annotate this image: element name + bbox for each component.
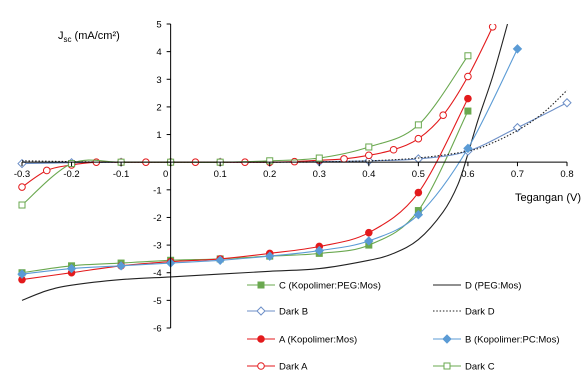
- series-b-point: [17, 269, 27, 279]
- legend-label: Dark B: [279, 307, 308, 318]
- legend-swatch-marker: [257, 281, 265, 289]
- series-a-point: [414, 188, 423, 197]
- series-darkb-point: [562, 98, 572, 108]
- series-darkc-point: [18, 201, 26, 209]
- series-darka-point: [464, 72, 472, 81]
- series-c-point: [464, 107, 472, 115]
- x-tick-label: -0.3: [14, 169, 30, 180]
- legend-label: Dark D: [465, 307, 495, 318]
- series-b-point: [215, 255, 225, 265]
- series-a-line: [21, 98, 469, 281]
- series-b-point: [512, 44, 523, 54]
- series-b: [17, 44, 523, 279]
- axes-layer: [22, 24, 567, 328]
- x-tick-label: 0: [163, 169, 168, 180]
- legend-item: B (Kopolimer:PC:Mos): [433, 334, 560, 346]
- y-tick-label: -1: [153, 185, 161, 196]
- series-darka-point: [389, 145, 398, 154]
- legend-item: C (Kopolimer:PEG:Mos): [247, 281, 381, 292]
- series-b-point: [364, 236, 374, 246]
- series-darkb-point: [512, 122, 523, 133]
- ticks-layer: -0.3 -0.2 -0.1 0 0.1 0.2 0.3 0.4 0.5 0.6 0.7 0.8 -6 -…: [14, 20, 574, 335]
- legend-swatch-marker: [443, 362, 451, 370]
- series-b-point: [413, 209, 424, 220]
- series-b-line: [21, 48, 518, 275]
- x-tick-label: 0.6: [461, 169, 474, 180]
- y-axis-title: Jsc (mA/cm²): [58, 30, 120, 44]
- legend-label: C (Kopolimer:PEG:Mos): [279, 281, 381, 292]
- x-tick-label: 0.7: [511, 169, 524, 180]
- series-darkc-point: [365, 143, 373, 151]
- y-axis-title-unit: (mA/cm²): [72, 30, 120, 42]
- legend-item: Dark A: [247, 362, 308, 373]
- y-tick-label: 5: [156, 20, 161, 31]
- legend-label: D (PEG:Mos): [465, 281, 521, 292]
- series-darka-point: [18, 183, 26, 191]
- legend-label: Dark C: [465, 362, 495, 373]
- legend-item: Dark C: [433, 362, 495, 373]
- series-darka-point: [414, 134, 423, 143]
- y-tick-label: -2: [153, 213, 161, 224]
- y-axis-title-subscript: sc: [64, 35, 72, 44]
- series-b-point: [116, 261, 126, 271]
- legend-swatch-marker: [442, 334, 452, 344]
- series-darka-point: [365, 151, 373, 160]
- series-b-point: [265, 251, 275, 261]
- series-b-point: [463, 143, 473, 154]
- series-darkc-point: [315, 154, 323, 162]
- y-tick-label: 2: [156, 102, 161, 113]
- legend-swatch-marker: [256, 306, 266, 316]
- series-darkc-point: [464, 52, 472, 60]
- y-tick-label: -5: [153, 296, 161, 307]
- legend-item: D (PEG:Mos): [433, 281, 521, 292]
- x-tick-label: -0.1: [113, 169, 129, 180]
- y-tick-label: 4: [156, 47, 161, 58]
- series-a-point: [464, 94, 472, 103]
- series-darka-point: [439, 111, 447, 119]
- x-tick-label: 0.3: [313, 169, 326, 180]
- x-tick-label: -0.2: [63, 169, 79, 180]
- x-tick-label: 0.8: [560, 169, 573, 180]
- y-tick-label: 3: [156, 75, 161, 86]
- x-tick-label: 0.1: [214, 169, 227, 180]
- legend-swatch-marker: [257, 335, 265, 343]
- y-tick-label: -3: [153, 241, 161, 252]
- series-darkc-line: [21, 55, 469, 206]
- x-axis-title: Tegangan (V): [515, 192, 581, 204]
- legend-label: A (Kopolimer:Mos): [279, 335, 357, 346]
- series-darka-point: [42, 166, 51, 175]
- x-tick-label: 0.5: [412, 169, 425, 180]
- legend: C (Kopolimer:PEG:Mos) D (PEG:Mos) Dark B Da…: [247, 281, 560, 373]
- series-darka-point: [340, 155, 348, 163]
- x-tick-label: 0.2: [263, 169, 276, 180]
- series-b-point: [314, 245, 324, 256]
- legend-item: Dark B: [247, 306, 308, 318]
- y-axis-title-main: J: [58, 30, 64, 42]
- series-a-point: [365, 228, 373, 237]
- y-tick-label: 1: [156, 130, 161, 141]
- x-tick-label: 0.4: [362, 169, 375, 180]
- legend-item: A (Kopolimer:Mos): [247, 335, 357, 346]
- series-darka-point: [488, 24, 497, 31]
- legend-label: Dark A: [279, 362, 308, 373]
- y-tick-label: -6: [153, 324, 161, 335]
- legend-item: Dark D: [433, 307, 495, 318]
- series-b-point: [66, 263, 77, 274]
- y-tick-label: -4: [153, 268, 161, 279]
- series-darkc-point: [414, 121, 422, 129]
- legend-label: B (Kopolimer:PC:Mos): [465, 335, 560, 346]
- legend-swatch-marker: [257, 362, 265, 370]
